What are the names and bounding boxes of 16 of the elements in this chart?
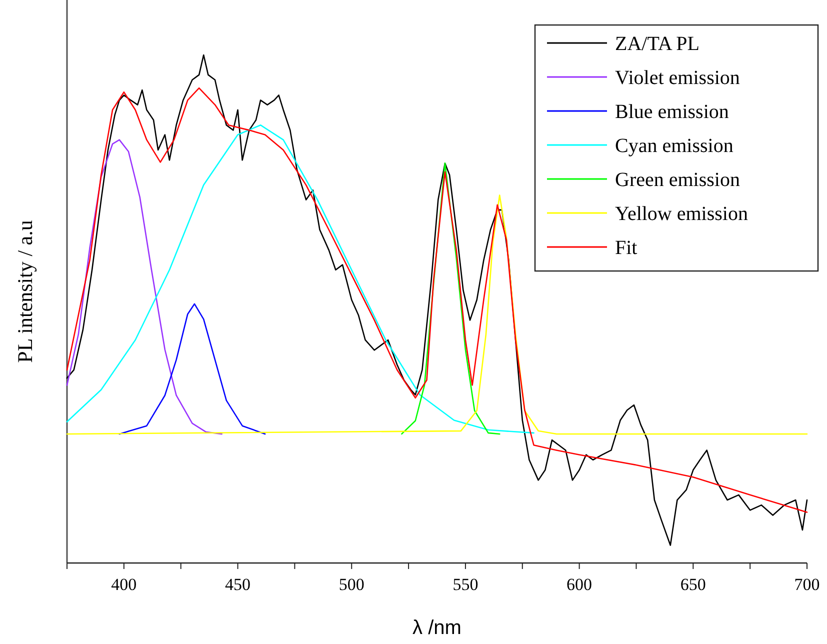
x-tick-label: 700: [794, 575, 820, 594]
y-axis-title: PL intensity / a.u: [13, 220, 37, 363]
legend-label: Green emission: [615, 169, 740, 191]
legend-label: ZA/TA PL: [615, 33, 700, 55]
x-tick-label: 500: [338, 575, 364, 594]
legend-label: Yellow emission: [615, 203, 748, 225]
legend-label: Blue emission: [615, 101, 729, 123]
x-tick-label: 550: [452, 575, 478, 594]
x-tick-label: 400: [111, 575, 137, 594]
legend-label: Cyan emission: [615, 135, 734, 157]
x-axis-title: λ /nm: [412, 617, 462, 639]
legend-label: Violet emission: [615, 67, 740, 89]
x-tick-label: 650: [680, 575, 706, 594]
legend-label: Fit: [615, 237, 638, 259]
x-tick-label: 450: [225, 575, 251, 594]
x-tick-label: 600: [566, 575, 592, 594]
